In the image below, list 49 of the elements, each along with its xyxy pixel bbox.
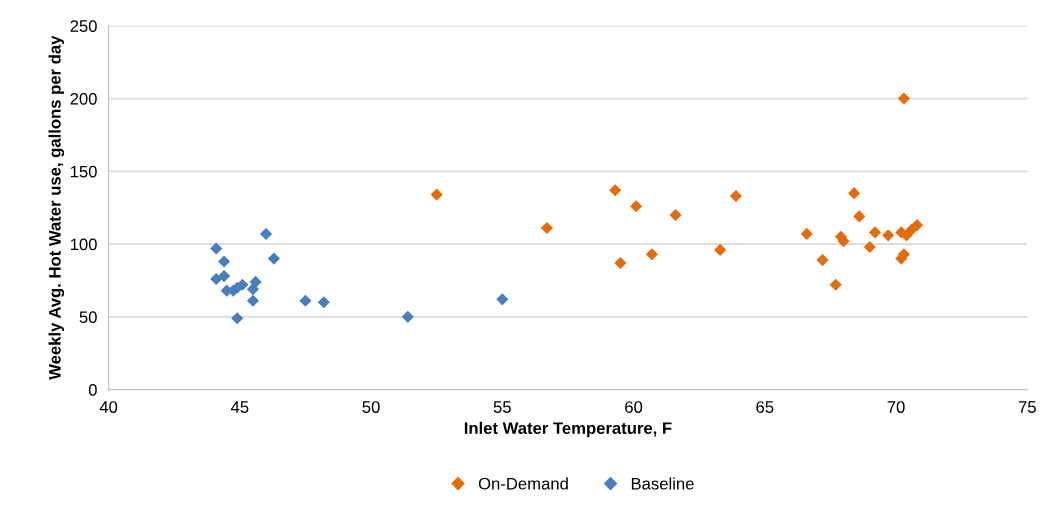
y-tick-label: 250 — [70, 20, 97, 32]
point — [800, 227, 813, 240]
x-tick-label: 45 — [230, 401, 249, 413]
point — [614, 256, 627, 270]
y-tick-label: 100 — [70, 238, 97, 251]
y-tick-label: 150 — [70, 165, 97, 178]
point — [897, 92, 910, 105]
point — [218, 270, 231, 283]
point — [816, 254, 829, 267]
point — [669, 208, 682, 222]
point — [299, 294, 312, 307]
point — [848, 187, 861, 200]
y-tick-label: 0 — [88, 383, 97, 396]
point — [540, 222, 553, 235]
point — [496, 293, 509, 306]
y-axis-title: Weekly Avg. Hot Water use, gallons per day — [48, 35, 65, 380]
point — [246, 283, 259, 296]
point — [401, 310, 414, 323]
x-tick-label: 60 — [625, 401, 643, 413]
x-tick-label: 75 — [1018, 401, 1036, 413]
x-tick-label: 70 — [887, 401, 905, 413]
point — [267, 252, 280, 265]
point — [869, 226, 882, 239]
point — [714, 243, 727, 256]
point — [260, 227, 273, 240]
point — [911, 219, 924, 232]
point — [853, 210, 866, 223]
point — [317, 296, 330, 309]
x-tick-label: 40 — [99, 401, 118, 413]
y-tick-label: 200 — [70, 92, 97, 105]
point — [231, 312, 244, 325]
point — [829, 278, 842, 291]
point — [630, 200, 643, 213]
point — [246, 294, 259, 307]
x-tick-label: 65 — [756, 401, 774, 413]
point — [863, 240, 876, 254]
point — [609, 184, 622, 197]
point — [729, 189, 742, 203]
point — [645, 248, 658, 261]
legend-label: Baseline — [631, 477, 694, 490]
x-tick-label: 55 — [493, 401, 511, 413]
point — [210, 242, 223, 255]
x-axis-title: Inlet Water Temperature, F — [464, 421, 672, 438]
point — [218, 255, 231, 268]
x-tick-label: 50 — [362, 401, 380, 413]
point — [430, 188, 443, 201]
legend-label: On-Demand — [478, 477, 568, 490]
y-tick-label: 50 — [79, 311, 97, 324]
point — [882, 229, 895, 242]
